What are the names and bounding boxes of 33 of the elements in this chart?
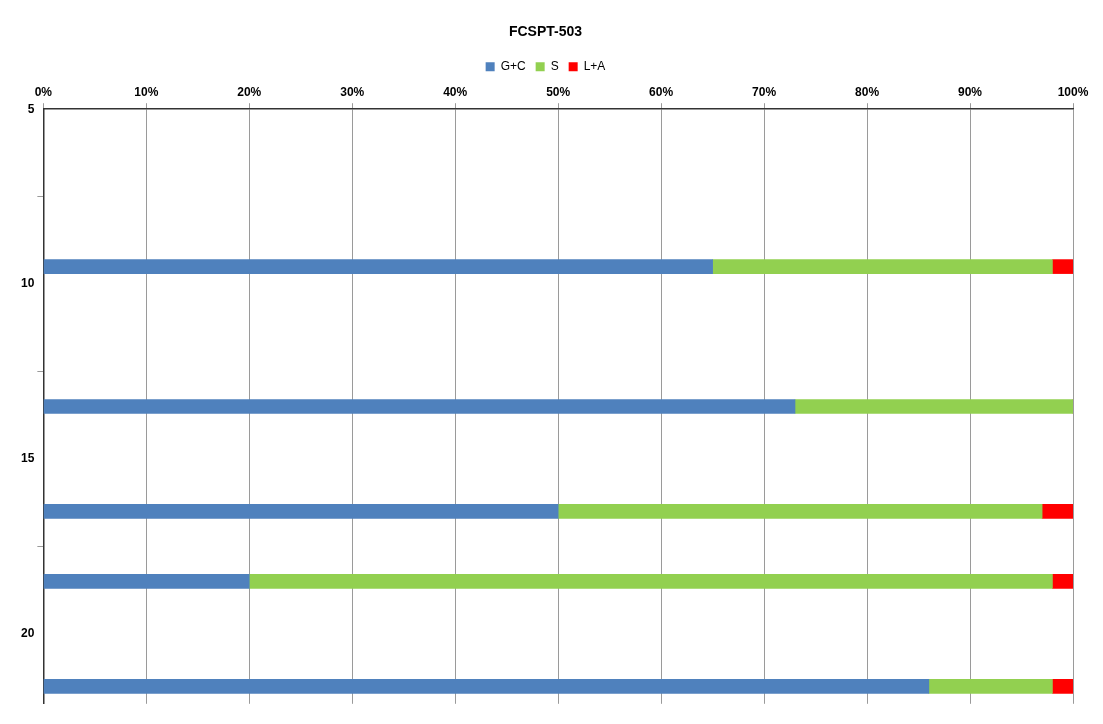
legend-label: G+C bbox=[500, 59, 526, 74]
bar bbox=[43, 259, 713, 274]
bar bbox=[1052, 574, 1073, 589]
bar bbox=[248, 574, 1053, 589]
x-tick-label: 80% bbox=[855, 85, 880, 100]
legend-label: L+A bbox=[583, 59, 606, 74]
x-tick-label: 10% bbox=[134, 85, 159, 100]
x-tick-label: 100% bbox=[1057, 85, 1089, 100]
bar bbox=[43, 504, 559, 519]
y-tick-label: 20 bbox=[20, 626, 35, 641]
legend-label: S bbox=[550, 59, 559, 74]
bar bbox=[794, 399, 1073, 414]
x-tick-label: 50% bbox=[546, 85, 571, 100]
bar bbox=[43, 678, 930, 694]
y-tick-label: 10 bbox=[20, 276, 35, 291]
x-tick-label: 0% bbox=[34, 85, 53, 100]
y-tick-label: 15 bbox=[20, 451, 35, 466]
bar bbox=[1052, 678, 1073, 694]
x-tick-label: 20% bbox=[237, 85, 262, 100]
bar bbox=[43, 574, 250, 589]
x-tick-label: 90% bbox=[958, 85, 983, 100]
bar bbox=[712, 259, 1053, 274]
bar bbox=[928, 678, 1053, 694]
y-tick-label: 5 bbox=[27, 101, 35, 116]
bar bbox=[1052, 259, 1073, 274]
x-tick-label: 70% bbox=[752, 85, 777, 100]
x-tick-label: 30% bbox=[340, 85, 365, 100]
bar bbox=[1041, 504, 1073, 519]
bar bbox=[43, 399, 796, 414]
chart-title: FCSPT-503 bbox=[508, 23, 583, 40]
x-tick-label: 40% bbox=[443, 85, 468, 100]
x-tick-label: 60% bbox=[649, 85, 674, 100]
bar bbox=[557, 504, 1043, 519]
